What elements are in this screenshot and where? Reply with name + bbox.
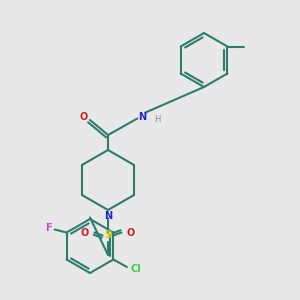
Text: O: O [81,227,89,238]
Text: H: H [154,116,161,124]
Text: O: O [80,112,88,122]
Text: N: N [138,112,147,122]
Text: F: F [45,223,52,233]
Text: O: O [127,227,135,238]
Text: N: N [104,211,112,221]
Text: S: S [104,230,112,241]
Text: Cl: Cl [130,263,141,274]
